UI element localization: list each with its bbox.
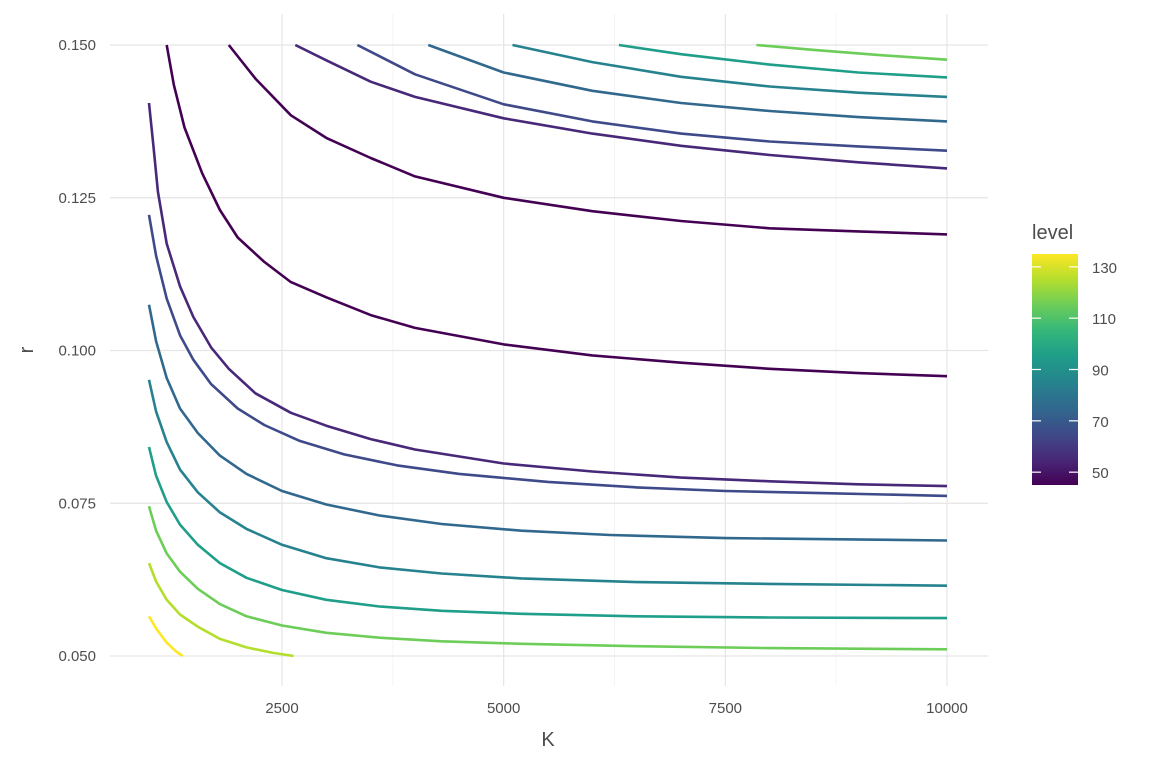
contour-line-level-70 [356, 43, 948, 152]
contour-line-level-110 [756, 43, 948, 61]
y-axis-title: r [16, 346, 38, 353]
legend-title: level [1032, 222, 1073, 244]
grid-lines [110, 14, 988, 686]
contour-line-level-120 [147, 562, 294, 658]
y-tick-label: 0.050 [58, 648, 96, 665]
y-tick-label: 0.125 [58, 190, 96, 207]
contour-line-level-100 [147, 446, 948, 620]
contour-line-level-90 [512, 43, 948, 99]
contour-line-level-80 [147, 304, 948, 542]
y-tick-label: 0.150 [58, 37, 96, 54]
legend-tick-label: 110 [1092, 311, 1116, 328]
x-tick-label: 10000 [926, 700, 968, 717]
contour-line-level-60 [294, 43, 948, 170]
legend: level 50 70 90 110 130 [1032, 222, 1117, 485]
contour-line-level-60 [147, 102, 948, 488]
x-axis-tick-labels: 2500 5000 7500 10000 [265, 700, 968, 717]
contour-line-level-100 [618, 43, 948, 79]
contour-line-level-130 [147, 615, 184, 658]
y-tick-label: 0.075 [58, 495, 96, 512]
x-tick-label: 7500 [709, 700, 742, 717]
contour-line-level-70 [147, 214, 948, 498]
x-axis-title: K [541, 729, 555, 751]
legend-tick-label: 50 [1092, 465, 1109, 482]
contour-line-level-90 [147, 379, 948, 587]
contour-line-level-110 [147, 505, 948, 651]
legend-tick-label: 90 [1092, 363, 1109, 380]
contour-line-level-80 [427, 43, 948, 123]
x-tick-label: 2500 [265, 700, 298, 717]
legend-tick-label: 70 [1092, 414, 1109, 431]
contour-line-level-50 [165, 44, 948, 378]
x-tick-label: 5000 [487, 700, 520, 717]
y-tick-label: 0.100 [58, 343, 96, 360]
contour-line-level-50 [227, 44, 948, 236]
contour-lines [147, 43, 948, 658]
legend-tick-label: 130 [1092, 260, 1117, 277]
y-axis-tick-labels: 0.050 0.075 0.100 0.125 0.150 [58, 37, 96, 665]
legend-ticks: 50 70 90 110 130 [1032, 260, 1117, 482]
